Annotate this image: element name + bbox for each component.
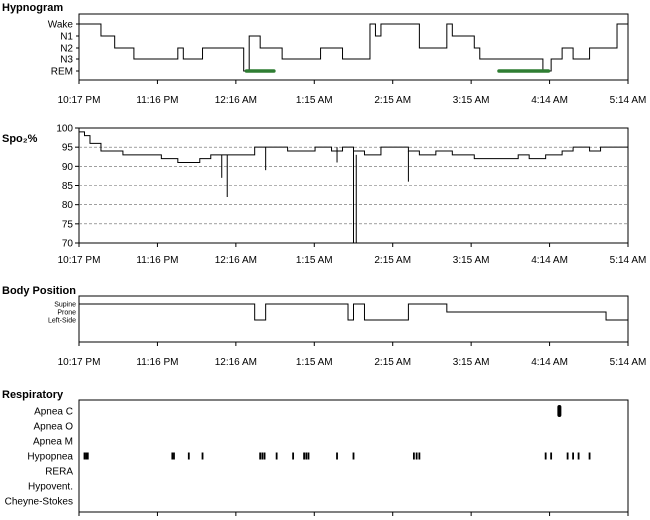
body-position-frame xyxy=(78,295,629,343)
hypnogram-title: Hypnogram xyxy=(2,2,63,14)
hypnogram-trace xyxy=(79,23,628,72)
spo2-ytick-label: 80 xyxy=(62,200,74,211)
spo2-ytick-label: 75 xyxy=(62,219,74,230)
event-type-label: Apnea O xyxy=(34,422,74,433)
hypopnea-event xyxy=(588,452,591,460)
hypopnea-event xyxy=(352,452,355,460)
event-type-label: Cheyne-Stokes xyxy=(5,497,73,508)
time-tick-label: 2:15 AM xyxy=(374,357,411,368)
time-tick-label: 10:17 PM xyxy=(58,95,101,106)
time-tick-label: 10:17 PM xyxy=(58,357,101,368)
event-type-label: Apnea C xyxy=(34,407,73,418)
spo2-ytick-label: 95 xyxy=(62,143,74,154)
hypopnea-event xyxy=(418,452,421,460)
time-tick-label: 12:16 AM xyxy=(215,255,257,266)
spo2-ytick-label: 70 xyxy=(62,239,74,250)
hypopnea-event xyxy=(577,452,580,460)
hypopnea-event xyxy=(566,452,569,460)
event-type-label: Hypopnea xyxy=(27,452,73,463)
position-label: Prone xyxy=(57,310,76,317)
time-tick-label: 4:14 AM xyxy=(531,255,568,266)
time-tick-label: 3:15 AM xyxy=(453,357,490,368)
time-tick-label: 4:14 AM xyxy=(531,95,568,106)
stage-label: REM xyxy=(51,67,73,78)
spo2-ytick-label: 85 xyxy=(62,181,74,192)
time-tick-label: 10:17 PM xyxy=(58,255,101,266)
hypopnea-event xyxy=(171,452,174,460)
time-tick-label: 1:15 AM xyxy=(296,255,333,266)
time-tick-label: 11:16 PM xyxy=(136,255,178,266)
hypopnea-event xyxy=(336,452,338,460)
spo2-ytick-label: 90 xyxy=(62,162,74,173)
hypopnea-event xyxy=(412,452,415,460)
hypopnea-event xyxy=(303,452,305,460)
hypopnea-event xyxy=(173,452,175,460)
time-tick-label: 5:14 AM xyxy=(610,357,647,368)
spo2-ytick-label: 100 xyxy=(56,124,73,135)
position-label: Supine xyxy=(54,302,76,309)
hypopnea-event xyxy=(307,452,310,460)
time-tick-label: 1:15 AM xyxy=(296,357,333,368)
position-label: Left-Side xyxy=(48,318,76,325)
time-tick-label: 3:15 AM xyxy=(453,255,490,266)
event-type-label: RERA xyxy=(45,467,73,478)
hypopnea-event xyxy=(187,452,190,460)
respiratory-frame xyxy=(78,399,629,513)
stage-label: Wake xyxy=(48,20,74,31)
respiratory-title: Respiratory xyxy=(2,389,64,401)
time-tick-label: 1:15 AM xyxy=(296,95,333,106)
respiratory-layer: Apnea C Apnea O Apnea M Hypopnea RERA Hypoven… xyxy=(5,405,629,516)
hypopnea-event xyxy=(550,452,553,460)
hypopnea-event xyxy=(415,452,418,460)
stage-label: N2 xyxy=(60,44,73,55)
hypopnea-event xyxy=(201,452,204,460)
hypopnea-event xyxy=(259,452,262,460)
spo2-trace xyxy=(79,131,628,163)
hypopnea-event xyxy=(85,452,88,460)
hypopnea-event xyxy=(292,452,295,460)
time-tick-label: 12:16 AM xyxy=(215,357,257,368)
stage-label: N3 xyxy=(60,55,73,66)
hypopnea-event xyxy=(544,452,547,460)
spo2-layer: 100 95 90 85 80 75 70 10:17 PM 11:16 PM 12:16 AM 1… xyxy=(56,124,646,267)
time-tick-label: 11:16 PM xyxy=(136,95,178,106)
spo2-title: Spo₂% xyxy=(2,133,38,145)
time-tick-label: 2:15 AM xyxy=(374,95,411,106)
apnea-central-event xyxy=(557,405,562,417)
hypopnea-event xyxy=(275,452,278,460)
hypopnea-event xyxy=(305,452,308,460)
time-tick-label: 2:15 AM xyxy=(374,255,411,266)
time-tick-label: 11:16 PM xyxy=(136,357,178,368)
hypnogram-frame xyxy=(78,13,629,81)
hypopnea-event xyxy=(572,452,574,460)
body-position-title: Body Position xyxy=(2,285,76,297)
time-tick-label: 3:15 AM xyxy=(453,95,490,106)
hypopnea-event xyxy=(86,452,89,460)
time-tick-label: 5:14 AM xyxy=(610,95,647,106)
body-position-trace xyxy=(79,303,628,321)
event-type-label: Apnea M xyxy=(33,437,73,448)
hypopnea-event xyxy=(263,452,266,460)
stage-label: N1 xyxy=(60,32,73,43)
hypopnea-event xyxy=(261,452,264,460)
time-tick-label: 12:16 AM xyxy=(215,95,257,106)
time-tick-label: 4:14 AM xyxy=(531,357,568,368)
event-type-label: Hypovent. xyxy=(28,482,73,493)
hypopnea-event xyxy=(83,452,86,460)
time-tick-label: 5:14 AM xyxy=(610,255,647,266)
